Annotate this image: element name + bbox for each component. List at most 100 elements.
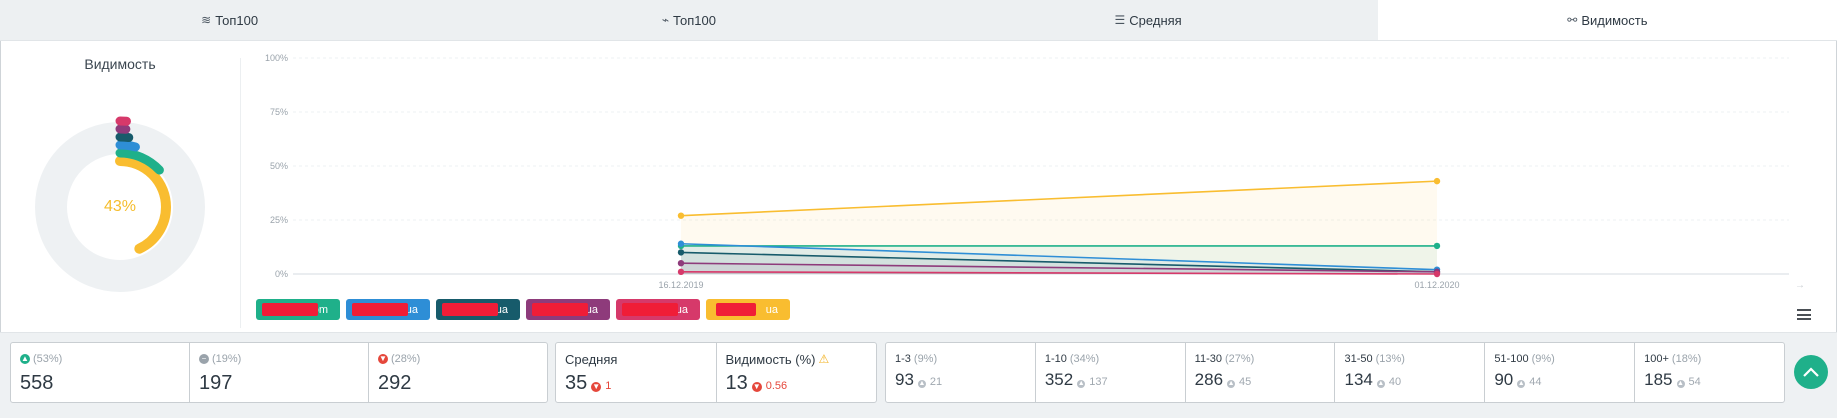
donut-segment[interactable] xyxy=(45,132,195,282)
tab-label: Средняя xyxy=(1129,12,1182,28)
change-up-icon: ▲ xyxy=(917,380,926,388)
legend-item[interactable]: com xyxy=(256,299,340,320)
range-label: 100+ xyxy=(1644,353,1669,365)
stat-declined: ▼ (28%) 292 xyxy=(369,343,547,402)
series-line xyxy=(680,271,1438,275)
range-value: 93 xyxy=(895,370,914,389)
data-point[interactable] xyxy=(1433,242,1441,250)
stat-change: 0.56 xyxy=(765,380,788,392)
change-up-icon: ▲ xyxy=(1676,380,1685,388)
data-point[interactable] xyxy=(1433,177,1441,185)
series-line xyxy=(680,180,1438,217)
redacted-domain xyxy=(262,303,318,316)
stat-label: Видимость (%) xyxy=(725,351,816,367)
range-label: 31-50 xyxy=(1344,353,1373,365)
stat-unchanged: − (19%) 197 xyxy=(190,343,369,402)
arrow-down-icon: ▼ xyxy=(591,382,602,392)
data-point[interactable] xyxy=(1433,270,1441,278)
stat-value: 558 xyxy=(20,372,54,394)
redacted-domain xyxy=(352,303,408,316)
range-change: 44 xyxy=(1529,376,1542,388)
legend-item[interactable]: ua xyxy=(706,299,790,320)
redacted-domain xyxy=(716,303,756,316)
range-percent: (9%) xyxy=(913,353,938,365)
donut-segment[interactable] xyxy=(61,148,179,266)
y-tick-label: 0% xyxy=(275,269,288,279)
stat-value: 197 xyxy=(199,372,233,394)
legend-item[interactable]: ua xyxy=(346,299,430,320)
stat-value: 13 xyxy=(725,372,748,394)
layers-icon: ≋ xyxy=(201,13,212,27)
data-point[interactable] xyxy=(677,268,685,276)
range-value: 134 xyxy=(1344,370,1373,389)
range-percent: (18%) xyxy=(1671,353,1702,365)
y-tick-label: 100% xyxy=(265,53,288,63)
visibility-donut: 43% xyxy=(18,105,222,309)
stat-percent: (19%) xyxy=(212,353,242,365)
donut-segment[interactable] xyxy=(69,156,171,258)
range-percent: (34%) xyxy=(1069,353,1100,365)
range-cell: 100+ (18%) 185 ▲ 54 xyxy=(1635,343,1784,402)
tab-top100-positions[interactable]: ≋ Топ100 xyxy=(0,0,459,40)
stat-label: Средняя xyxy=(565,351,618,367)
range-value: 90 xyxy=(1494,370,1514,389)
tab-visibility[interactable]: ⚯ Видимость xyxy=(1377,0,1837,40)
stat-value: 35 xyxy=(565,372,588,394)
panel-divider xyxy=(240,58,241,328)
stat-percent: (53%) xyxy=(33,353,63,365)
movement-card: ▲ (53%) 558 − (19%) 197 ▼ (28%) 292 xyxy=(10,342,548,403)
list-icon: ☰ xyxy=(1114,13,1126,27)
warning-icon[interactable]: ⚠ xyxy=(818,352,830,366)
donut-segment[interactable] xyxy=(37,124,203,290)
legend-domain-suffix: ua xyxy=(675,303,688,316)
range-cell: 51-100 (9%) 90 ▲ 44 xyxy=(1485,343,1636,402)
axis-arrow-icon: → xyxy=(1795,280,1805,291)
tab-average[interactable]: ☰ Средняя xyxy=(919,0,1378,40)
chart-legend: com ua ua ua ua ua xyxy=(256,299,790,320)
legend-item[interactable]: ua xyxy=(616,299,700,320)
donut-segment[interactable] xyxy=(53,140,187,274)
arrow-down-icon: ▼ xyxy=(378,354,388,364)
range-change: 54 xyxy=(1688,376,1701,388)
averages-card: Средняя 35 ▼ 1 Видимость (%) ⚠ 13 ▼ 0.56 xyxy=(555,342,877,403)
data-point[interactable] xyxy=(677,240,685,247)
range-cell: 1-3 (9%) 93 ▲ 21 xyxy=(886,343,1036,402)
visibility-line-chart: 0% 25% 50% 75% 100% 16.12.2019 01.12.2020 → xyxy=(265,53,1805,291)
series-line xyxy=(680,242,1438,271)
tab-top100-trend[interactable]: ⌁ Топ100 xyxy=(459,0,918,40)
redacted-domain xyxy=(622,303,678,316)
scroll-top-button[interactable] xyxy=(1794,355,1828,389)
donut-chart-svg xyxy=(29,116,211,298)
change-up-icon: ▲ xyxy=(1227,380,1236,388)
tab-label: Видимость xyxy=(1581,12,1648,28)
range-label: 51-100 xyxy=(1494,353,1529,365)
y-tick-label: 25% xyxy=(270,215,288,225)
range-label: 1-3 xyxy=(895,353,911,365)
redacted-domain xyxy=(532,303,588,316)
data-point[interactable] xyxy=(677,249,685,256)
series-line xyxy=(680,251,1438,273)
y-tick-label: 75% xyxy=(270,107,288,117)
legend-item[interactable]: ua xyxy=(526,299,610,320)
range-change: 45 xyxy=(1239,376,1252,388)
donut-segment[interactable] xyxy=(29,116,211,298)
change-up-icon: ▲ xyxy=(1077,380,1086,388)
y-tick-label: 50% xyxy=(270,161,288,171)
stat-improved: ▲ (53%) 558 xyxy=(11,343,190,402)
redacted-domain xyxy=(442,303,498,316)
tab-label: Топ100 xyxy=(215,12,259,28)
chevron-up-icon xyxy=(1803,367,1819,377)
legend-item[interactable]: ua xyxy=(436,299,520,320)
range-value: 185 xyxy=(1644,370,1673,389)
legend-domain-suffix: ua xyxy=(495,303,508,316)
legend-domain-suffix: ua xyxy=(585,303,598,316)
donut-center-value: 43% xyxy=(103,198,137,215)
change-up-icon: ▲ xyxy=(1517,380,1526,388)
tab-bar: ≋ Топ100 ⌁ Топ100 ☰ Средняя ⚯ Видимость xyxy=(0,0,1837,41)
range-change: 21 xyxy=(929,376,943,388)
chart-menu-icon[interactable] xyxy=(1797,309,1811,320)
data-point[interactable] xyxy=(677,260,685,267)
trend-icon: ⌁ xyxy=(661,13,670,27)
data-point[interactable] xyxy=(677,212,685,219)
range-label: 11-30 xyxy=(1194,353,1222,365)
